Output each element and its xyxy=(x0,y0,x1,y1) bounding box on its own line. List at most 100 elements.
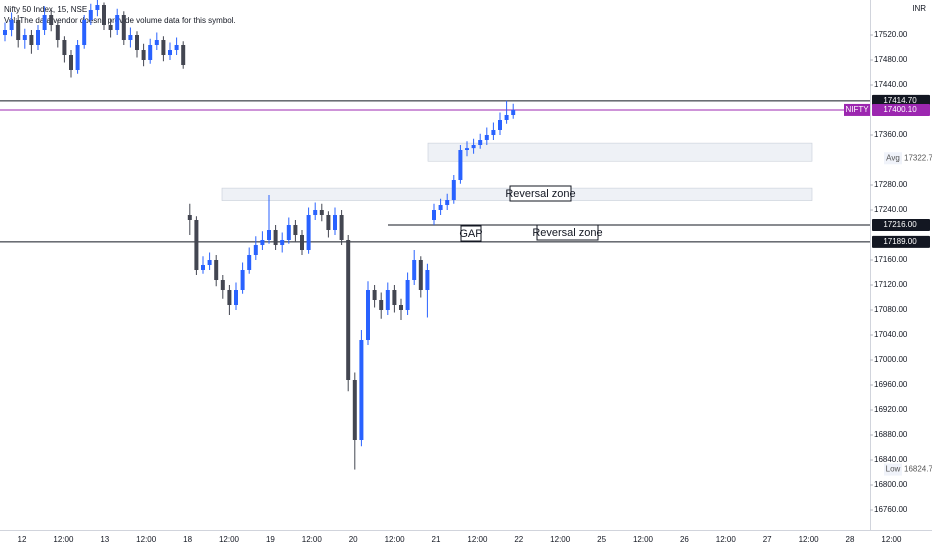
annotation-box xyxy=(460,225,482,242)
price-tag-label: 17414.70 xyxy=(883,96,917,105)
x-tick-label: 12:00 xyxy=(219,535,240,544)
price-tag xyxy=(872,103,930,116)
candle-body xyxy=(425,270,430,290)
x-tick-label: 18 xyxy=(183,535,192,544)
x-tick-label: 19 xyxy=(266,535,275,544)
y-tick-label: 16920.00 xyxy=(874,405,908,414)
candle-body xyxy=(36,30,40,45)
candle-body xyxy=(253,245,258,255)
candle-body xyxy=(438,205,443,210)
candle-body xyxy=(29,35,34,45)
x-tick-label: 21 xyxy=(432,535,441,544)
y-tick-label: 17520.00 xyxy=(874,30,908,39)
candle-body xyxy=(220,280,225,290)
y-tick-label: 17160.00 xyxy=(874,255,908,264)
candle-body xyxy=(75,45,80,70)
marker-name-box xyxy=(884,463,902,476)
candle-body xyxy=(135,35,139,50)
series-name: NIFTY xyxy=(845,105,869,114)
candle-body xyxy=(319,210,324,215)
x-tick-label: 28 xyxy=(846,535,855,544)
x-tick-label: 27 xyxy=(763,535,772,544)
x-tick-label: 12:00 xyxy=(467,535,488,544)
candle-body xyxy=(102,5,106,25)
candle-body xyxy=(194,220,199,270)
x-tick-label: 12:00 xyxy=(881,535,902,544)
candle-body xyxy=(418,260,423,290)
candle-body xyxy=(333,215,337,230)
candle-body xyxy=(3,30,7,35)
y-tick-label: 17000.00 xyxy=(874,355,908,364)
x-tick-label: 12:00 xyxy=(53,535,74,544)
candle-body xyxy=(227,290,232,305)
candle-body xyxy=(326,215,331,230)
x-tick-label: 12:00 xyxy=(633,535,654,544)
candle-body xyxy=(88,10,93,20)
candle-body xyxy=(392,290,397,305)
candle-body xyxy=(42,15,47,30)
candle-body xyxy=(306,215,311,250)
price-tag xyxy=(872,219,930,231)
y-tick-label: 16760.00 xyxy=(874,505,908,514)
candle-body xyxy=(187,215,192,220)
candle-body xyxy=(69,55,73,70)
candle-body xyxy=(385,290,390,310)
candle-body xyxy=(148,45,153,60)
candle-body xyxy=(405,280,410,310)
price-tag-label: 17400.10 xyxy=(883,105,917,114)
candle-body xyxy=(234,290,238,305)
annotation: GAP xyxy=(459,228,482,240)
currency: INR xyxy=(912,4,926,13)
price-tag xyxy=(872,94,930,107)
candle-body xyxy=(313,210,318,215)
annotation-box xyxy=(509,185,572,202)
y-tick-label: 17360.00 xyxy=(874,130,908,139)
chart-subtitle: Vol: The data vendor doesn't provide vol… xyxy=(4,16,236,25)
price-tag-label: 17216.00 xyxy=(883,220,917,229)
candle-body xyxy=(240,270,245,290)
candle-body xyxy=(293,225,298,235)
x-tick-label: 20 xyxy=(349,535,358,544)
x-tick-label: 13 xyxy=(100,535,109,544)
candle-body xyxy=(458,150,463,180)
candle-body xyxy=(267,230,271,240)
candle-body xyxy=(82,20,87,45)
candle-body xyxy=(108,25,113,30)
candle-body xyxy=(498,120,502,130)
candle-body xyxy=(16,20,21,40)
candle-body xyxy=(352,380,357,440)
candle-body xyxy=(339,215,344,240)
candle-body xyxy=(154,40,159,45)
candle-body xyxy=(247,255,252,270)
candle-body xyxy=(346,240,351,380)
x-tick-label: 12:00 xyxy=(136,535,157,544)
series-name-box xyxy=(844,103,870,116)
annotation: Reversal zone xyxy=(532,227,602,239)
candle-body xyxy=(121,15,126,40)
y-tick-label: 17040.00 xyxy=(874,330,908,339)
candle-body xyxy=(511,109,516,115)
y-tick-label: 17280.00 xyxy=(874,180,908,189)
marker-value: 17322.75 xyxy=(904,153,932,162)
marker-name: Low xyxy=(886,465,901,474)
candle-body xyxy=(22,35,27,40)
marker-name: Avg xyxy=(886,153,900,162)
candle-body xyxy=(49,15,54,25)
candle-body xyxy=(484,135,489,140)
candle-body xyxy=(55,25,60,40)
chart-title: Nifty 50 Index, 15, NSE xyxy=(4,5,87,14)
price-tag xyxy=(872,235,930,248)
candle-body xyxy=(161,40,166,55)
candle-body xyxy=(471,145,476,149)
candle-body xyxy=(504,115,509,120)
candle-body xyxy=(115,15,120,30)
x-tick-label: 25 xyxy=(597,535,606,544)
candle-body xyxy=(300,235,304,250)
marker-value: 16824.70 xyxy=(904,465,932,474)
marker-name-box xyxy=(884,152,902,165)
x-tick-label: 26 xyxy=(680,535,689,544)
candle-body xyxy=(260,240,265,245)
candle-body xyxy=(412,260,417,280)
